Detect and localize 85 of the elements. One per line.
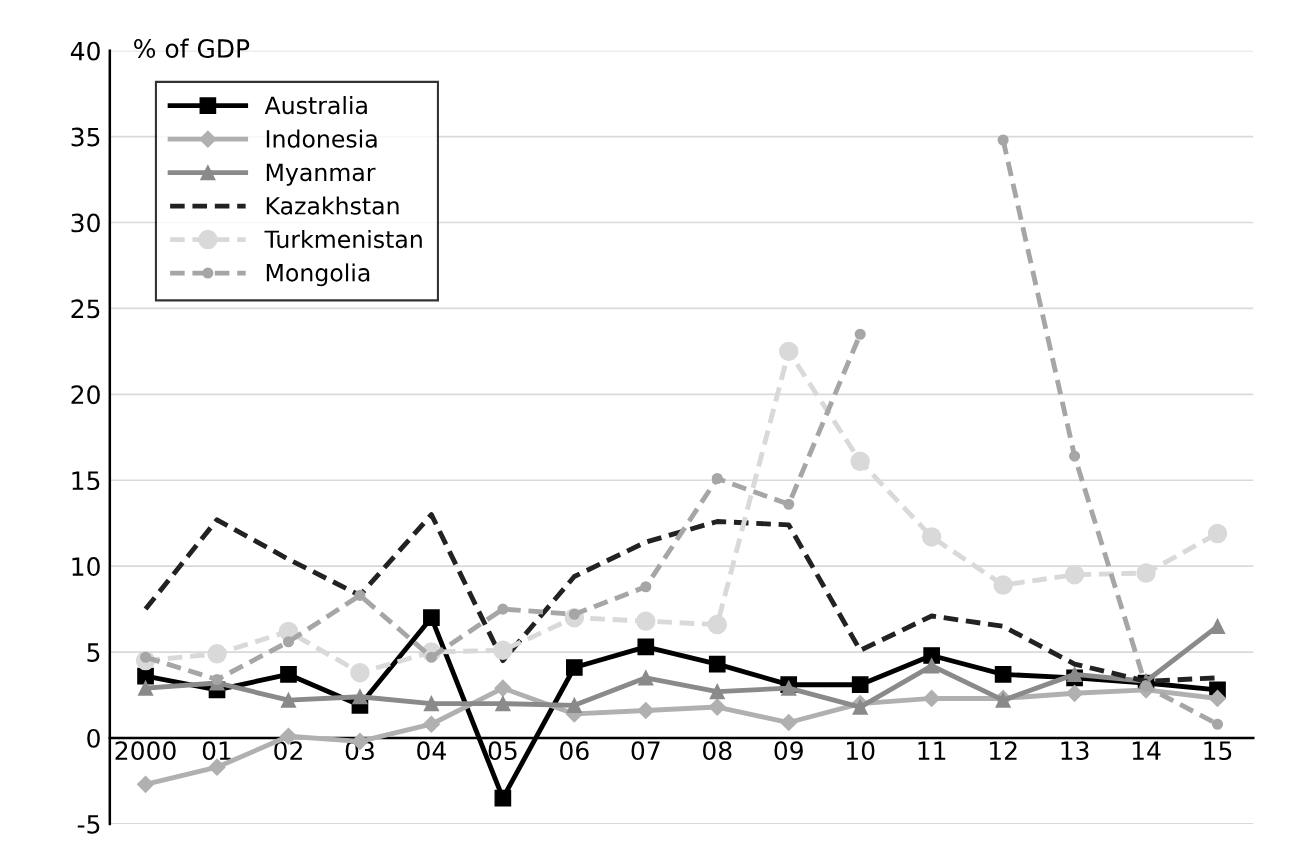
point bbox=[851, 676, 869, 694]
point bbox=[350, 662, 370, 683]
x-tick-label: 10 bbox=[847, 741, 875, 761]
point bbox=[423, 609, 440, 627]
y-tick-label: 40 bbox=[70, 41, 100, 61]
x-tick-label: 06 bbox=[560, 741, 589, 761]
y-tick-label: 0 bbox=[87, 728, 100, 748]
point bbox=[779, 341, 799, 362]
point bbox=[637, 701, 655, 720]
x-tick-label: 05 bbox=[488, 741, 517, 761]
point bbox=[354, 589, 366, 601]
point bbox=[637, 638, 655, 656]
point bbox=[854, 328, 866, 340]
point bbox=[566, 697, 582, 713]
point bbox=[1209, 618, 1226, 634]
point bbox=[711, 472, 723, 485]
point bbox=[994, 666, 1012, 683]
point bbox=[280, 692, 297, 708]
point bbox=[783, 498, 795, 510]
point bbox=[924, 658, 940, 674]
point bbox=[1207, 523, 1228, 544]
point bbox=[923, 647, 940, 664]
y-tick-label: -5 bbox=[77, 815, 100, 834]
y-tick-label: 5 bbox=[87, 643, 100, 662]
point bbox=[640, 581, 652, 593]
point bbox=[993, 575, 1013, 595]
x-tick-label: 15 bbox=[1204, 741, 1232, 761]
point bbox=[997, 134, 1009, 146]
point bbox=[781, 680, 797, 696]
point bbox=[636, 611, 656, 631]
point bbox=[1066, 684, 1084, 702]
y-axis-title: % of GDP bbox=[134, 38, 250, 58]
point bbox=[494, 679, 512, 697]
point bbox=[780, 713, 798, 732]
point bbox=[494, 789, 512, 807]
x-tick-label: 12 bbox=[989, 741, 1017, 760]
point bbox=[1211, 718, 1224, 730]
y-tick-label: 10 bbox=[72, 557, 100, 576]
point bbox=[852, 699, 868, 715]
legend-label: Indonesia bbox=[266, 129, 377, 148]
x-tick-label: 04 bbox=[417, 741, 446, 761]
y-tick-label: 25 bbox=[71, 299, 100, 319]
x-tick-label: 2000 bbox=[115, 741, 176, 761]
y-tick-label: 30 bbox=[71, 213, 100, 233]
legend-label: Turkmenistan bbox=[264, 229, 422, 249]
point bbox=[422, 715, 440, 733]
x-tick-label: 07 bbox=[631, 741, 660, 761]
y-tick-label: 20 bbox=[71, 385, 100, 405]
point bbox=[1064, 565, 1085, 585]
point bbox=[423, 695, 440, 712]
x-tick-label: 14 bbox=[1132, 741, 1161, 760]
point bbox=[352, 689, 368, 705]
legend-label: Mongolia bbox=[266, 263, 370, 287]
point bbox=[566, 659, 583, 676]
point bbox=[709, 683, 725, 700]
x-tick-label: 11 bbox=[918, 741, 946, 760]
point bbox=[707, 614, 727, 635]
x-tick-label: 08 bbox=[703, 741, 732, 761]
point bbox=[1069, 450, 1081, 462]
x-tick-label: 01 bbox=[202, 741, 231, 761]
point bbox=[137, 680, 154, 696]
point bbox=[708, 655, 726, 673]
point bbox=[280, 666, 297, 683]
legend-label: Myanmar bbox=[266, 163, 376, 186]
legend-label: Australia bbox=[264, 96, 367, 115]
point bbox=[1208, 689, 1227, 708]
point bbox=[282, 636, 295, 648]
legend-label: Kazakhstan bbox=[266, 196, 399, 215]
point bbox=[211, 673, 223, 686]
point bbox=[1136, 563, 1156, 583]
y-tick-label: 15 bbox=[72, 471, 100, 491]
point bbox=[708, 698, 726, 716]
y-tick-label: 35 bbox=[71, 127, 100, 147]
point bbox=[207, 644, 227, 664]
point bbox=[497, 603, 509, 615]
x-tick-label: 02 bbox=[274, 741, 302, 761]
point bbox=[495, 695, 511, 712]
point bbox=[493, 640, 513, 661]
x-tick-label: 09 bbox=[774, 741, 803, 761]
point bbox=[850, 451, 870, 472]
point bbox=[638, 670, 654, 686]
point bbox=[1066, 666, 1083, 683]
point bbox=[921, 527, 942, 547]
x-tick-label: 13 bbox=[1061, 741, 1089, 761]
point bbox=[136, 775, 155, 793]
